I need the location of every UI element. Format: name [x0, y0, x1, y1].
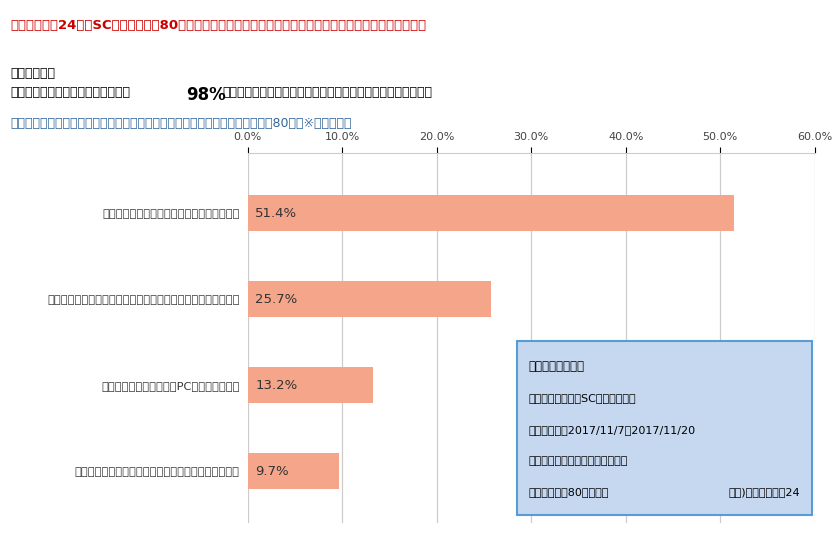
Bar [248, 281, 491, 317]
Text: がコンタクトセンター勤務は就職活動に役立ったと回答した。: がコンタクトセンター勤務は就職活動に役立ったと回答した。 [223, 86, 433, 99]
FancyBboxPatch shape [517, 341, 812, 515]
Bar [248, 195, 733, 231]
Text: 9.7%: 9.7% [255, 465, 289, 478]
Text: 51.4%: 51.4% [255, 207, 297, 220]
Text: 【調査結果】: 【調査結果】 [10, 67, 55, 80]
Text: （就職活動に役立つと回答した人）どのように役立つと思いますか？　（ｎ＝80）　※複数回答可: （就職活動に役立つと回答した人）どのように役立つと思いますか？ （ｎ＝80） ※… [10, 117, 352, 130]
Text: ベルシステム24松江SCで働く大学生80名を対象にコンタクトセンター勤務と就活に関するアンケートを実施: ベルシステム24松江SCで働く大学生80名を対象にコンタクトセンター勤務と就活に… [10, 19, 426, 32]
Text: 【調査結果概要】: 【調査結果概要】 [528, 360, 585, 373]
Bar [248, 367, 373, 403]
Bar [248, 453, 339, 489]
Text: 調査対象　：松江SC勤務の大学生: 調査対象 ：松江SC勤務の大学生 [528, 393, 636, 403]
Text: 学部、学年、性別を問わず回答者の: 学部、学年、性別を問わず回答者の [10, 86, 130, 99]
Text: （株)ベルシステム24: （株)ベルシステム24 [729, 486, 801, 497]
Text: 25.7%: 25.7% [255, 292, 297, 306]
Text: 調査方法　：社内アンケート調査: 調査方法 ：社内アンケート調査 [528, 456, 627, 466]
Text: 98%: 98% [186, 86, 226, 104]
Text: 調査期間　：2017/11/7～2017/11/20: 調査期間 ：2017/11/7～2017/11/20 [528, 425, 696, 435]
Text: 有効回答数：80サンプル: 有効回答数：80サンプル [528, 488, 609, 498]
Text: 13.2%: 13.2% [255, 379, 297, 391]
